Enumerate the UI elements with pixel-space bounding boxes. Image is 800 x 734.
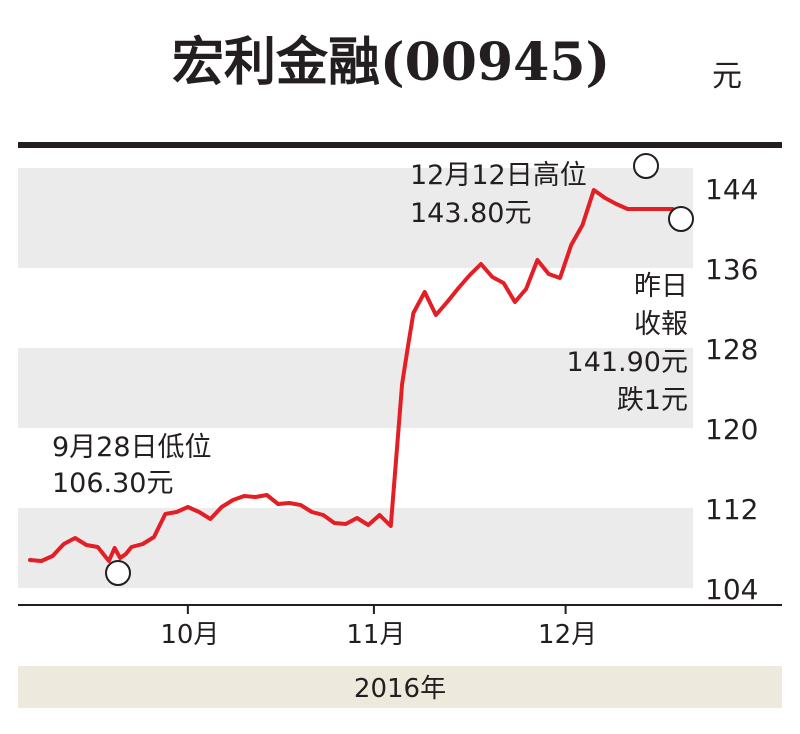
y-tick-label: 144	[705, 173, 758, 206]
annotation-close-line: 收報	[634, 309, 688, 340]
y-tick-label: 136	[705, 253, 758, 286]
annotation-close-line: 跌1元	[617, 385, 688, 416]
year-footer-band	[18, 666, 782, 708]
annotation-close-line: 141.90元	[567, 347, 688, 378]
annotation-low-line: 106.30元	[52, 468, 173, 499]
chart-title: 宏利金融(00945)	[172, 32, 610, 93]
year-label: 2016年	[354, 674, 446, 704]
annotation-high-line: 143.80元	[410, 198, 531, 229]
grid-bands	[18, 168, 693, 588]
top-rule	[18, 142, 782, 148]
annotation-high-line: 12月12日高位	[410, 160, 587, 191]
annotation-low-line: 9月28日低位	[52, 432, 212, 463]
y-tick-label: 128	[705, 333, 758, 366]
price-series-line	[28, 188, 675, 563]
y-unit-label: 元	[712, 59, 742, 94]
x-tick-label: 10月	[160, 620, 219, 650]
x-axis-line	[18, 604, 782, 606]
grid-band	[18, 348, 693, 428]
marker-low	[105, 560, 131, 586]
marker-high	[633, 153, 659, 179]
y-axis-ticks: 104 112 120 128 136 144	[705, 173, 758, 606]
marker-group	[105, 153, 694, 586]
y-tick-label: 120	[705, 413, 758, 446]
marker-close	[668, 206, 694, 232]
x-tick-label: 12月	[538, 620, 597, 650]
grid-band	[18, 168, 693, 268]
x-tick-label: 11月	[346, 620, 405, 650]
annotation-close-line: 昨日	[634, 271, 688, 302]
x-axis-ticks: 10月 11月 12月	[160, 605, 597, 650]
y-tick-label: 112	[705, 493, 758, 526]
y-tick-label: 104	[705, 573, 758, 606]
